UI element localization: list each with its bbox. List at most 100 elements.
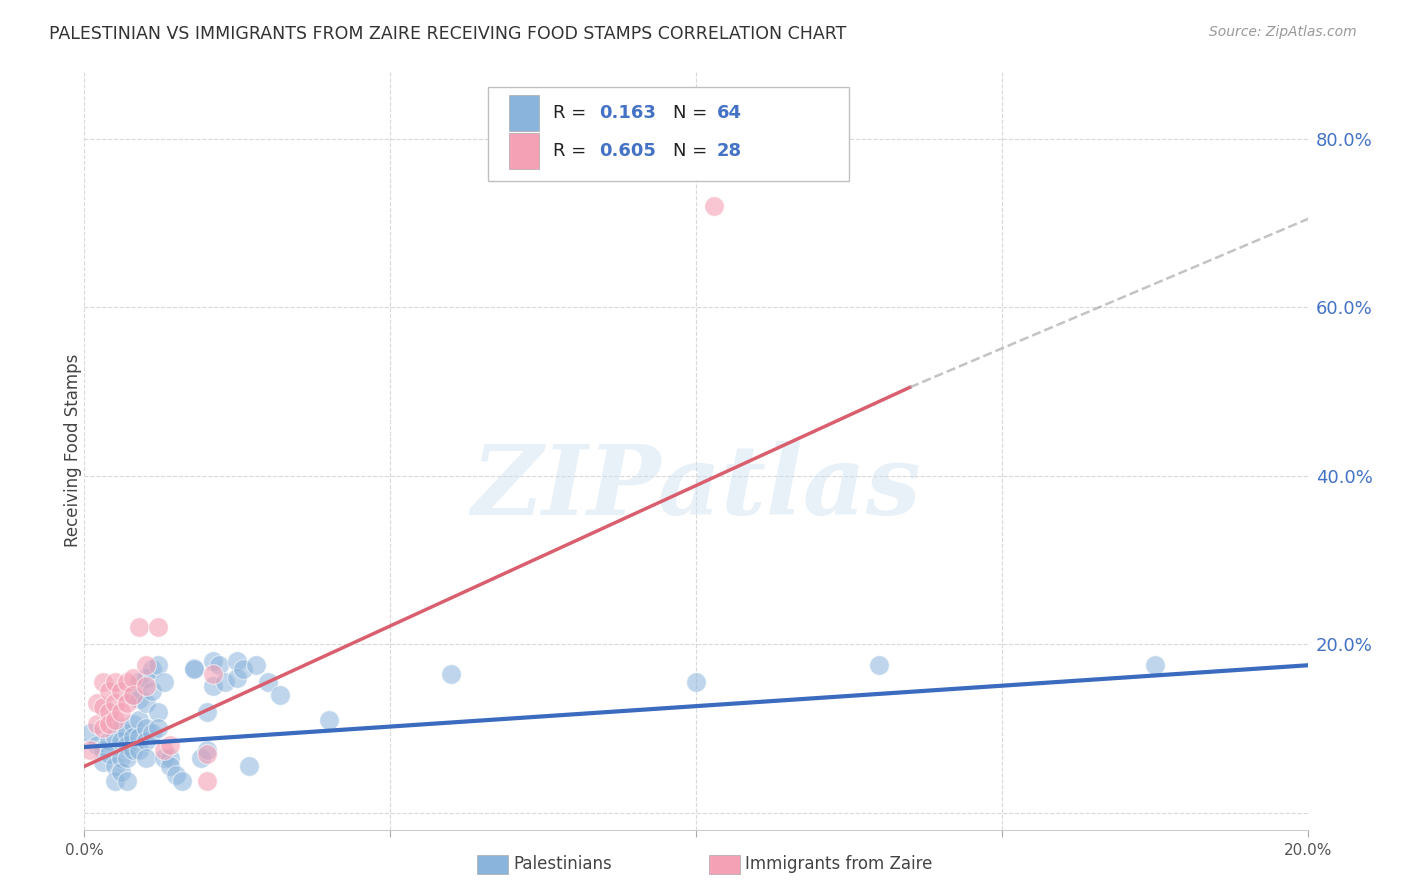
Point	[110, 705, 132, 719]
Point	[110, 751, 132, 765]
Point	[232, 663, 254, 677]
Point	[135, 671, 157, 685]
Point	[110, 734, 132, 748]
Point	[195, 747, 218, 761]
Point	[97, 717, 120, 731]
Point	[703, 199, 725, 213]
Point	[172, 773, 194, 788]
Point	[1143, 658, 1166, 673]
Point	[159, 739, 181, 753]
Point	[685, 675, 707, 690]
Point	[159, 751, 181, 765]
Point	[91, 700, 114, 714]
Point	[226, 654, 249, 668]
Point	[86, 739, 108, 753]
Point	[122, 730, 145, 744]
Point	[146, 705, 169, 719]
Point	[208, 658, 231, 673]
Point	[153, 742, 176, 756]
Point	[91, 742, 114, 756]
Point	[146, 722, 169, 736]
Point	[141, 663, 163, 677]
Point	[97, 705, 120, 719]
Point	[183, 663, 205, 677]
Text: PALESTINIAN VS IMMIGRANTS FROM ZAIRE RECEIVING FOOD STAMPS CORRELATION CHART: PALESTINIAN VS IMMIGRANTS FROM ZAIRE REC…	[49, 25, 846, 43]
Point	[135, 734, 157, 748]
Text: 64: 64	[717, 104, 742, 122]
Point	[104, 696, 127, 710]
Point	[115, 725, 138, 739]
Text: Immigrants from Zaire: Immigrants from Zaire	[745, 855, 932, 873]
Point	[128, 620, 150, 634]
Point	[122, 717, 145, 731]
Point	[104, 759, 127, 773]
Text: 0.163: 0.163	[599, 104, 657, 122]
Point	[183, 661, 205, 675]
Point	[440, 666, 463, 681]
Text: N =: N =	[672, 142, 713, 160]
Y-axis label: Receiving Food Stamps: Receiving Food Stamps	[65, 354, 82, 547]
Point	[195, 705, 218, 719]
Point	[245, 658, 267, 673]
Point	[122, 671, 145, 685]
Point	[122, 688, 145, 702]
Point	[104, 773, 127, 788]
Point	[110, 683, 132, 698]
Point	[86, 696, 108, 710]
Point	[97, 747, 120, 761]
FancyBboxPatch shape	[509, 133, 540, 169]
Point	[104, 675, 127, 690]
Point	[128, 713, 150, 727]
Point	[115, 696, 138, 710]
Point	[128, 692, 150, 706]
Text: 0.605: 0.605	[599, 142, 657, 160]
Point	[135, 679, 157, 693]
Point	[128, 675, 150, 690]
Point	[122, 742, 145, 756]
Point	[104, 730, 127, 744]
Point	[135, 658, 157, 673]
Text: R =: R =	[553, 104, 592, 122]
Point	[146, 658, 169, 673]
Point	[128, 730, 150, 744]
Point	[165, 768, 187, 782]
Point	[135, 722, 157, 736]
Point	[214, 675, 236, 690]
Point	[115, 773, 138, 788]
Point	[201, 666, 224, 681]
Point	[128, 742, 150, 756]
Point	[91, 722, 114, 736]
Text: N =: N =	[672, 104, 713, 122]
Point	[135, 696, 157, 710]
Point	[86, 717, 108, 731]
Text: R =: R =	[553, 142, 592, 160]
Text: ZIPatlas: ZIPatlas	[471, 442, 921, 535]
Point	[110, 765, 132, 780]
Point	[141, 725, 163, 739]
Text: 28: 28	[717, 142, 742, 160]
Point	[115, 675, 138, 690]
Point	[115, 751, 138, 765]
Point	[146, 620, 169, 634]
Text: Palestinians: Palestinians	[513, 855, 612, 873]
Point	[79, 725, 101, 739]
Point	[104, 713, 127, 727]
Point	[201, 679, 224, 693]
Point	[226, 671, 249, 685]
FancyBboxPatch shape	[509, 95, 540, 131]
Point	[190, 751, 212, 765]
Point	[97, 683, 120, 698]
Point	[115, 739, 138, 753]
Point	[91, 675, 114, 690]
Point	[195, 742, 218, 756]
Point	[122, 688, 145, 702]
Point	[135, 751, 157, 765]
Point	[269, 688, 291, 702]
Point	[110, 722, 132, 736]
Point	[238, 759, 260, 773]
FancyBboxPatch shape	[488, 87, 849, 181]
Point	[79, 742, 101, 756]
Point	[195, 773, 218, 788]
Point	[153, 751, 176, 765]
Point	[201, 654, 224, 668]
